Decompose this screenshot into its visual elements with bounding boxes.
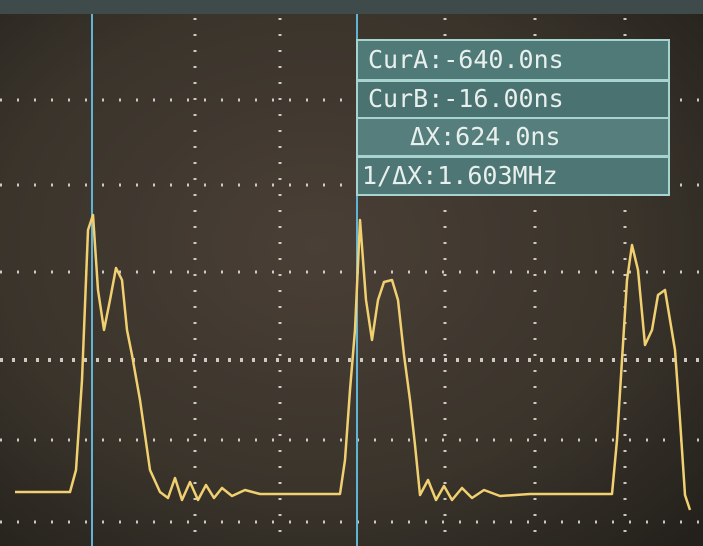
page: CurA:-640.0ns CurB:-16.00ns ΔX:624.0ns 1… <box>0 0 703 546</box>
frequency-readout: 1/ΔX:1.603MHz <box>362 161 558 190</box>
delta-x-readout: ΔX:624.0ns <box>410 122 561 151</box>
top-bezel <box>0 0 703 14</box>
oscilloscope-screen: CurA:-640.0ns CurB:-16.00ns ΔX:624.0ns 1… <box>0 0 703 546</box>
cursor-b-readout: CurB:-16.00ns <box>368 84 564 113</box>
cursor-readout-panel: CurA:-640.0ns CurB:-16.00ns ΔX:624.0ns 1… <box>357 40 669 195</box>
cursor-a-readout: CurA:-640.0ns <box>368 45 564 74</box>
